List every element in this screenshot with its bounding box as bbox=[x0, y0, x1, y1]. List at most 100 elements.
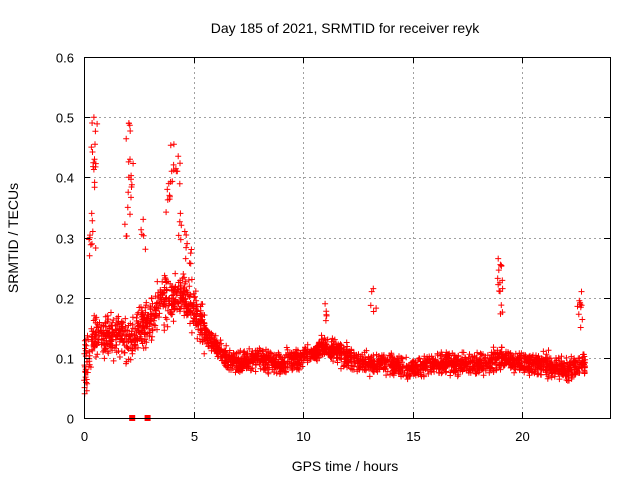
data-point-peak bbox=[322, 317, 329, 324]
data-point bbox=[188, 301, 195, 308]
data-point bbox=[159, 278, 166, 285]
data-point bbox=[206, 334, 213, 341]
data-point-peak bbox=[177, 236, 184, 243]
data-point bbox=[182, 278, 189, 285]
y-axis-label: SRMTID / TECUs bbox=[5, 183, 21, 293]
data-point bbox=[142, 304, 149, 311]
data-point bbox=[190, 318, 197, 325]
data-point bbox=[517, 355, 523, 362]
data-point bbox=[243, 357, 250, 363]
data-point bbox=[301, 349, 308, 356]
data-point bbox=[580, 360, 587, 367]
data-point bbox=[382, 357, 389, 364]
data-point-peak bbox=[92, 141, 98, 148]
data-point bbox=[550, 363, 557, 370]
data-point bbox=[542, 354, 549, 361]
data-point bbox=[457, 357, 464, 364]
data-point-peak bbox=[89, 240, 95, 247]
data-point bbox=[86, 361, 93, 368]
data-point bbox=[539, 355, 546, 362]
data-point bbox=[170, 318, 177, 325]
data-point bbox=[175, 298, 182, 305]
data-point bbox=[465, 367, 472, 374]
data-point bbox=[149, 333, 156, 340]
data-point bbox=[455, 365, 462, 372]
data-point bbox=[138, 304, 144, 310]
data-point bbox=[161, 272, 168, 279]
data-point bbox=[171, 297, 178, 304]
data-point bbox=[330, 349, 337, 356]
data-point bbox=[476, 356, 483, 363]
data-point bbox=[510, 355, 516, 362]
data-point bbox=[518, 360, 525, 366]
data-point bbox=[178, 294, 184, 301]
data-point bbox=[125, 345, 132, 352]
data-point bbox=[388, 362, 395, 369]
data-point bbox=[353, 354, 360, 361]
data-point-peak bbox=[188, 246, 195, 253]
data-point bbox=[563, 377, 570, 383]
data-point bbox=[128, 328, 135, 335]
data-point bbox=[145, 312, 152, 318]
data-point bbox=[254, 355, 261, 362]
data-point-peak bbox=[497, 288, 504, 295]
data-point bbox=[208, 347, 215, 354]
data-point-peak bbox=[92, 128, 99, 135]
data-point bbox=[389, 367, 396, 374]
data-point bbox=[165, 297, 172, 304]
data-point-peak bbox=[169, 178, 176, 185]
data-point bbox=[123, 358, 130, 365]
data-point-peak bbox=[177, 160, 183, 167]
data-point bbox=[296, 359, 303, 366]
data-point bbox=[498, 344, 505, 351]
data-point bbox=[256, 359, 263, 366]
data-point bbox=[507, 364, 514, 371]
data-point bbox=[259, 348, 266, 355]
data-point bbox=[568, 375, 575, 382]
data-point bbox=[229, 365, 236, 372]
data-point bbox=[278, 361, 285, 368]
data-point-peak bbox=[184, 240, 191, 247]
data-point bbox=[404, 376, 411, 383]
x-tick-label: 0 bbox=[81, 429, 88, 444]
data-point bbox=[274, 362, 281, 369]
data-point bbox=[163, 316, 170, 323]
data-point bbox=[120, 339, 127, 346]
data-point bbox=[82, 347, 89, 354]
data-point bbox=[337, 341, 344, 348]
data-point bbox=[162, 276, 169, 283]
plot-frame bbox=[84, 57, 611, 419]
data-point bbox=[488, 355, 495, 362]
data-point bbox=[114, 319, 121, 326]
data-point bbox=[473, 370, 480, 377]
data-point bbox=[94, 321, 101, 328]
data-point-peak bbox=[498, 302, 505, 309]
data-point bbox=[480, 365, 487, 372]
data-point bbox=[541, 360, 548, 366]
data-point bbox=[223, 342, 230, 349]
data-point bbox=[207, 339, 214, 346]
data-point bbox=[212, 332, 219, 339]
data-point-peak bbox=[87, 241, 94, 248]
data-point bbox=[171, 306, 178, 313]
data-point bbox=[186, 308, 193, 315]
data-point bbox=[182, 301, 189, 308]
data-point bbox=[108, 322, 114, 329]
data-point bbox=[187, 312, 194, 318]
data-point bbox=[408, 362, 415, 369]
data-point bbox=[199, 339, 206, 345]
data-point bbox=[180, 288, 187, 295]
data-point bbox=[108, 337, 115, 344]
data-point bbox=[146, 320, 153, 327]
data-point-peak bbox=[86, 252, 93, 259]
x-axis-label: GPS time / hours bbox=[292, 458, 399, 474]
data-point bbox=[92, 335, 99, 342]
data-point bbox=[170, 301, 176, 308]
data-point-peak bbox=[138, 231, 145, 238]
data-point-peak bbox=[186, 260, 193, 267]
data-point-peak bbox=[128, 194, 134, 201]
data-point bbox=[155, 314, 162, 321]
data-point bbox=[138, 327, 145, 334]
x-tick-label: 20 bbox=[515, 429, 529, 444]
data-point bbox=[414, 363, 420, 369]
